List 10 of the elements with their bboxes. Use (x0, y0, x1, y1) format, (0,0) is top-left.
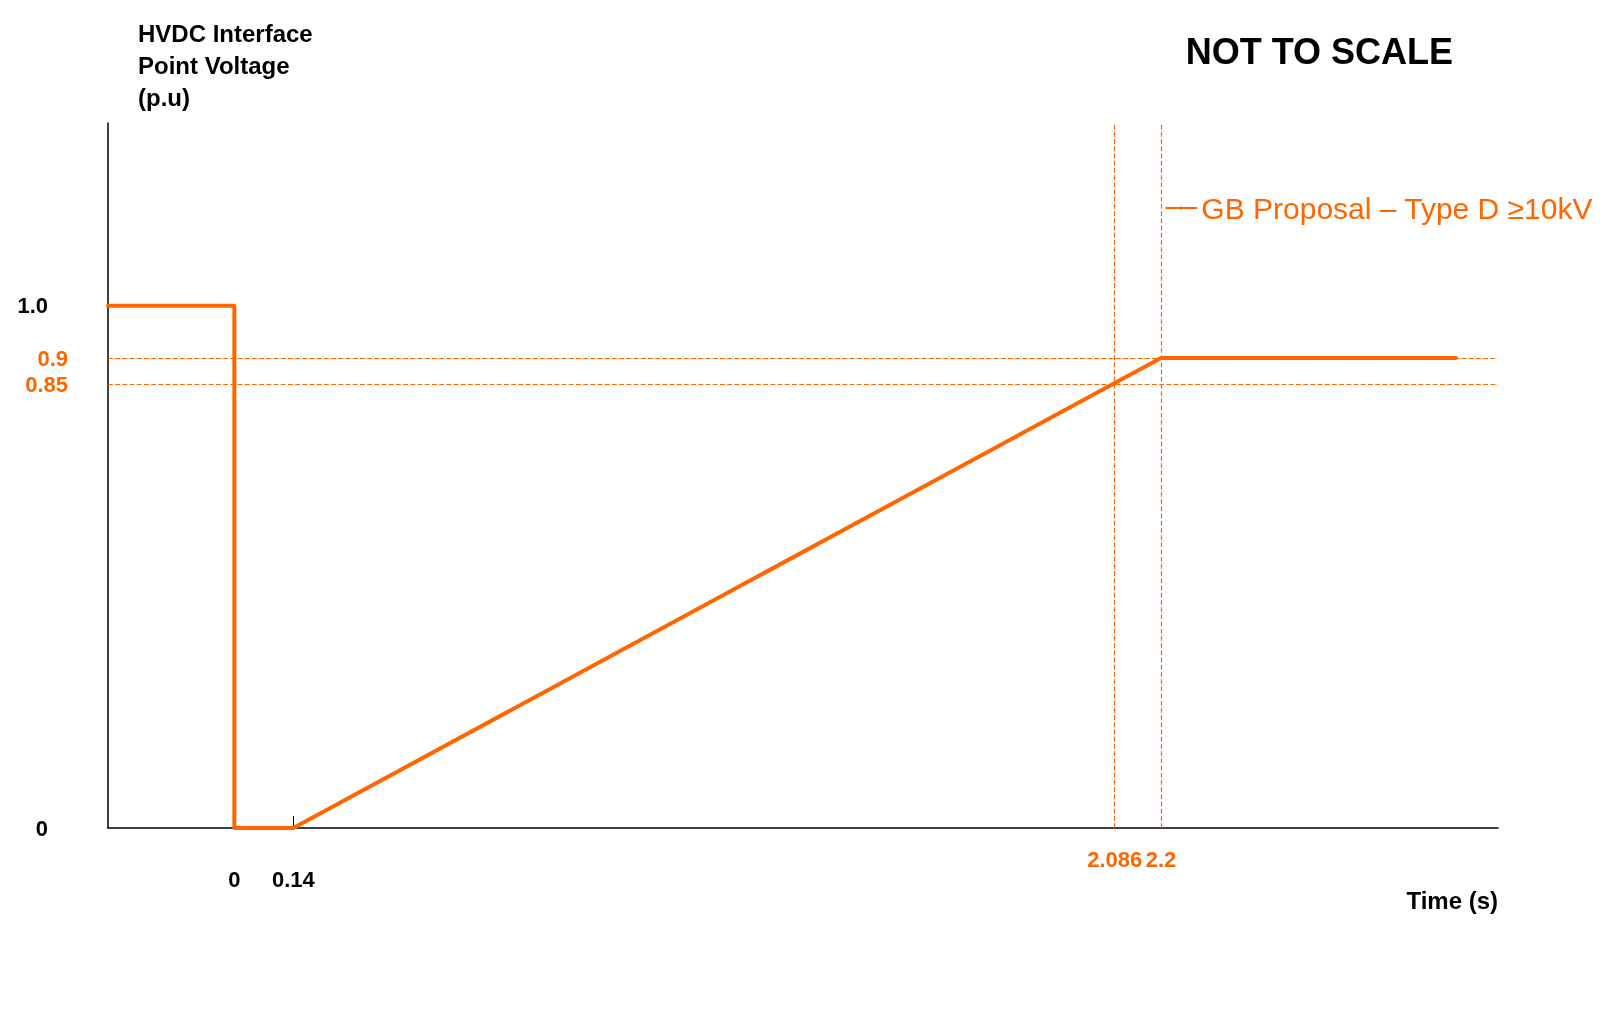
ref-line-label: 2.2 (1145, 846, 1177, 872)
chart-title: NOT TO SCALE (1185, 30, 1454, 72)
y-axis-title: HVDC Interface Point Voltage (p.u) (138, 19, 313, 111)
y-tick-label: 1.0 (17, 293, 48, 319)
ref-line-label: 0.9 (37, 345, 68, 371)
x-tick-label: 0.14 (271, 866, 316, 892)
ref-line-label: 0.85 (25, 371, 68, 397)
x-axis-title: Time (s) (1406, 886, 1498, 914)
legend-label: GB Proposal – Type D ≥10kV (1201, 191, 1593, 225)
ref-line-label: 2.086 (1087, 846, 1143, 872)
